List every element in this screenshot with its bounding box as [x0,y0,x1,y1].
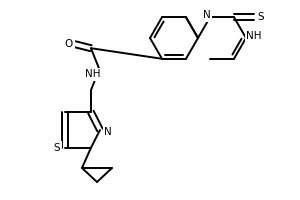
Text: NH: NH [85,69,101,79]
Text: O: O [65,39,73,49]
Text: S: S [54,143,60,153]
Text: N: N [104,127,112,137]
Text: S: S [258,12,264,22]
Text: N: N [203,10,211,20]
Text: NH: NH [246,31,262,41]
